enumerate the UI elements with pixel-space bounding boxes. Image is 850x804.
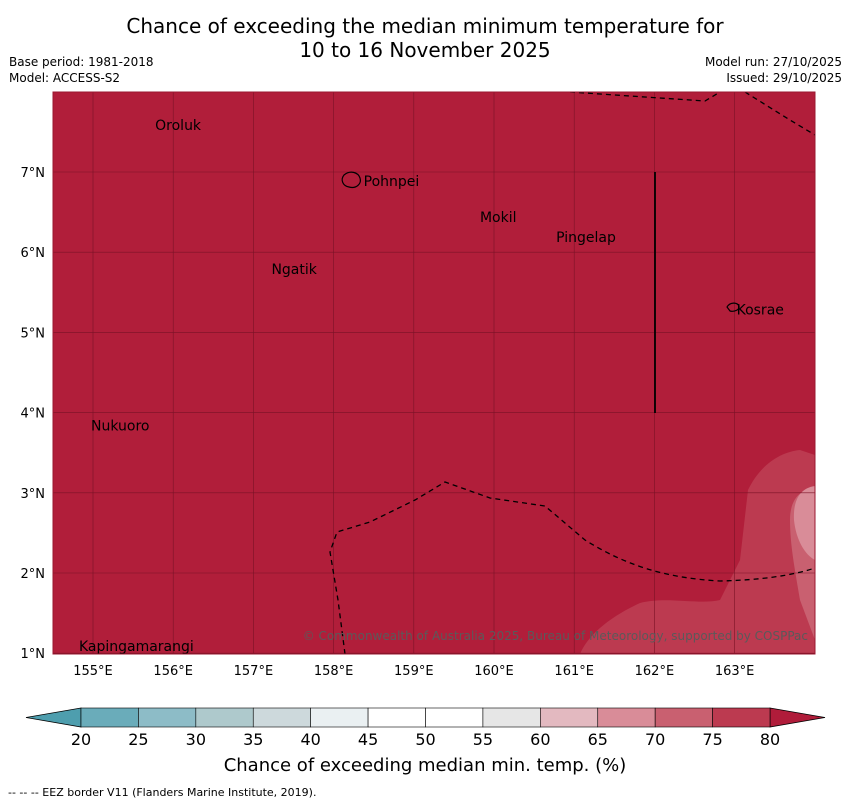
lat-tick-label: 4°N: [21, 407, 46, 422]
issued-date: Issued: 29/10/2025: [726, 71, 842, 85]
place-label-pingelap: Pingelap: [556, 230, 616, 246]
lon-tick-label: 159°E: [394, 664, 434, 679]
lat-tick-label: 1°N: [21, 647, 46, 662]
colorbar-tick-label: 40: [300, 730, 320, 749]
place-label-oroluk: Oroluk: [155, 118, 202, 134]
lon-tick-label: 162°E: [635, 664, 675, 679]
lon-tick-label: 157°E: [234, 664, 274, 679]
colorbar-tick-label: 25: [128, 730, 148, 749]
colorbar-segment: [195, 707, 254, 728]
eez-border-north: [569, 92, 721, 102]
colorbar-segment: [310, 707, 369, 728]
colorbar-segment: [138, 707, 197, 728]
colorbar-segment: [712, 707, 771, 728]
colorbar-segment: [540, 707, 599, 728]
colorbar-tick-label: 55: [473, 730, 493, 749]
chart-title-line1: Chance of exceeding the median minimum t…: [126, 14, 724, 38]
colorbar-tick-label: 70: [645, 730, 665, 749]
lat-tick-label: 5°N: [21, 326, 46, 341]
colorbar-tick-label: 80: [760, 730, 780, 749]
lon-tick-label: 158°E: [314, 664, 354, 679]
colorbar-segment: [597, 707, 656, 728]
lat-tick-label: 6°N: [21, 246, 46, 261]
pohnpei-island: [341, 171, 361, 189]
lat-tick-label: 7°N: [21, 166, 46, 181]
map-layers: Oroluk Pohnpei Mokil Pingelap Ngatik Kosrae Nu…: [53, 92, 815, 655]
colorbar-tick-label: 75: [702, 730, 722, 749]
base-period: Base period: 1981-2018: [9, 55, 154, 69]
colorbar-extend-low: [25, 707, 82, 728]
eez-footnote: -- -- -- EEZ border V11 (Flanders Marine…: [8, 786, 317, 799]
copyright-label: © Commonwealth of Australia 2025, Bureau…: [303, 629, 808, 643]
colorbar-segment: [654, 707, 713, 728]
colorbar-tick-label: 45: [358, 730, 378, 749]
colorbar-tick-label: 35: [243, 730, 263, 749]
colorbar-tick-label: 65: [588, 730, 608, 749]
lat-tick-label: 3°N: [21, 487, 46, 502]
colorbar-segment: [80, 707, 139, 728]
lon-tick-label: 161°E: [554, 664, 594, 679]
shade-65-70: [793, 486, 815, 560]
colorbar-title: Chance of exceeding median min. temp. (%…: [223, 755, 627, 776]
eez-border-northeast: [744, 92, 815, 136]
lon-tick-label: 156°E: [153, 664, 193, 679]
colorbar-extend-high: [769, 707, 826, 728]
shade-75-80: [580, 450, 815, 654]
place-label-pohnpei: Pohnpei: [364, 174, 420, 190]
colorbar-segment: [425, 707, 484, 728]
lon-tick-label: 155°E: [73, 664, 113, 679]
model-run: Model run: 27/10/2025: [704, 55, 842, 69]
colorbar-segment: [482, 707, 541, 728]
map-background: [53, 92, 815, 654]
lon-tick-label: 163°E: [715, 664, 755, 679]
place-label-kapingamarangi: Kapingamarangi: [79, 639, 194, 655]
colorbar-tick-label: 50: [415, 730, 435, 749]
place-label-mokil: Mokil: [480, 210, 517, 226]
colorbar-segment: [367, 707, 426, 728]
map-frame: [52, 91, 816, 655]
place-label-nukuoro: Nukuoro: [91, 419, 149, 435]
colorbar-tick-label: 20: [71, 730, 91, 749]
colorbar-tick-label: 30: [186, 730, 206, 749]
colorbar-tick-label: 60: [530, 730, 550, 749]
eez-border-south: [329, 481, 815, 654]
place-label-kosrae: Kosrae: [737, 302, 784, 318]
kosrae-island: [726, 302, 740, 312]
lat-tick-label: 2°N: [21, 567, 46, 582]
colorbar-segment: [252, 707, 311, 728]
place-label-ngatik: Ngatik: [271, 262, 317, 278]
lon-tick-label: 160°E: [474, 664, 514, 679]
chart-title-line2: 10 to 16 November 2025: [299, 38, 551, 62]
model-name: Model: ACCESS-S2: [9, 71, 121, 85]
